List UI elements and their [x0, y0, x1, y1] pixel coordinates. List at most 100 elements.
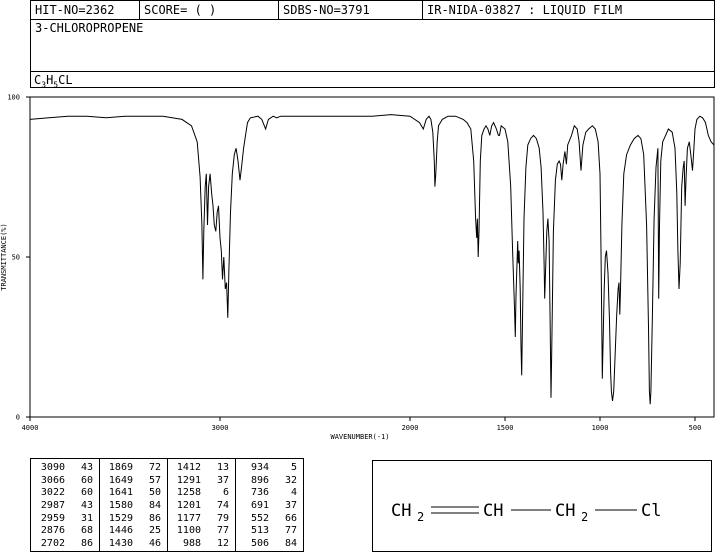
peak-transmittance: 86: [148, 512, 161, 524]
peak-table-row: 1869 72: [99, 462, 167, 475]
formula-cl: CL: [58, 73, 73, 87]
peak-table-row: 1446 25: [99, 525, 167, 538]
peak-transmittance: 31: [80, 512, 93, 524]
peak-wavenumber: 513: [250, 525, 269, 537]
peak-wavenumber: 1446: [108, 525, 133, 537]
peak-wavenumber: 2876: [40, 525, 65, 537]
peak-wavenumber: 2959: [40, 512, 65, 524]
peak-transmittance: 60: [80, 487, 93, 499]
peak-table-divider: [99, 459, 100, 551]
structure-ch2-right-sub: 2: [581, 510, 588, 524]
y-tick-label: 50: [12, 254, 20, 262]
x-tick-label: 3000: [212, 424, 229, 432]
peak-table: 3090 43 3066 60 3022 60 2987 43 2959 31 2876 68 2702…: [30, 458, 304, 552]
peak-table-row: 552 66: [235, 513, 303, 526]
peak-wavenumber: 934: [250, 462, 269, 473]
peak-table-row: 1580 84: [99, 500, 167, 513]
compound-name: 3-CHLOROPROPENE: [35, 21, 144, 35]
peak-table-row: 2987 43: [31, 500, 99, 513]
peak-wavenumber: 2987: [40, 500, 65, 512]
peak-table-row: 1100 77: [167, 525, 235, 538]
peak-table-row: 2702 86: [31, 538, 99, 551]
hit-number: HIT-NO=2362: [31, 1, 140, 19]
peak-wavenumber: 1412: [176, 462, 201, 473]
structure-ch2-left-sub: 2: [417, 510, 424, 524]
score: SCORE= ( ): [140, 1, 279, 19]
peak-wavenumber: 736: [250, 487, 269, 499]
peak-table-row: 513 77: [235, 525, 303, 538]
peak-transmittance: 50: [148, 487, 161, 499]
peak-wavenumber: 1580: [108, 500, 133, 512]
peak-table-row: 2959 31: [31, 513, 99, 526]
peak-table-row: 506 84: [235, 538, 303, 551]
peak-wavenumber: 896: [250, 474, 269, 486]
y-tick-label: 100: [7, 94, 20, 102]
x-axis-ticks: 4000 3000 2000 1500 1000 500: [22, 417, 702, 432]
peak-transmittance: 43: [80, 500, 93, 512]
peak-wavenumber: 1201: [176, 500, 201, 512]
peak-table-column: 3090 43 3066 60 3022 60 2987 43 2959 31 2876 68 2702…: [31, 462, 99, 551]
peak-table-row: 1177 79: [167, 513, 235, 526]
spectrum-series-line: [29, 114, 715, 405]
peak-transmittance: 25: [148, 525, 161, 537]
peak-transmittance: 6: [222, 487, 229, 499]
peak-transmittance: 37: [284, 500, 297, 512]
header-box: HIT-NO=2362 SCORE= ( ) SDBS-NO=3791 IR-N…: [30, 0, 715, 89]
peak-transmittance: 43: [80, 462, 93, 473]
formula-h-sub: 5: [53, 80, 59, 90]
peak-table-row: 1529 86: [99, 513, 167, 526]
peak-table-row: 3066 60: [31, 475, 99, 488]
peak-transmittance: 37: [216, 474, 229, 486]
peak-table-column: 1869 72 1649 57 1641 50 1580 84 1529 86 1446 25 1430…: [99, 462, 167, 551]
peak-transmittance: 5: [290, 462, 297, 473]
formula-row: C3H5CL: [31, 71, 714, 89]
x-axis-label: WAVENUMBER(-1): [330, 433, 389, 441]
structure-formula: CH 2 CH CH 2 Cl: [391, 501, 661, 524]
peak-table-row: 736 4: [235, 487, 303, 500]
peak-wavenumber: 1649: [108, 474, 133, 486]
peak-transmittance: 12: [216, 538, 229, 550]
x-tick-label: 2000: [402, 424, 419, 432]
peak-wavenumber: 1641: [108, 487, 133, 499]
peak-wavenumber: 1258: [176, 487, 201, 499]
peak-wavenumber: 3066: [40, 474, 65, 486]
y-axis-label: TRANSMITTANCE(%): [0, 223, 8, 290]
x-tick-label: 500: [689, 424, 702, 432]
peak-transmittance: 13: [216, 462, 229, 473]
peak-table-column: 1412 13 1291 37 1258 6 1201 74 1177 79 1100 77 988 12: [167, 462, 235, 551]
y-tick-label: 0: [16, 414, 20, 422]
peak-wavenumber: 1869: [108, 462, 133, 473]
peak-transmittance: 84: [284, 538, 297, 550]
peak-transmittance: 86: [80, 538, 93, 550]
peak-transmittance: 84: [148, 500, 161, 512]
peak-table-row: 691 37: [235, 500, 303, 513]
formula: C3H5CL: [34, 73, 73, 89]
header-row: HIT-NO=2362 SCORE= ( ) SDBS-NO=3791 IR-N…: [31, 1, 714, 20]
peak-table-row: 1641 50: [99, 487, 167, 500]
peak-table-row: 1649 57: [99, 475, 167, 488]
structure-cl: Cl: [641, 501, 661, 521]
peak-wavenumber: 1430: [108, 538, 133, 550]
peak-table-row: 896 32: [235, 475, 303, 488]
peak-transmittance: 60: [80, 474, 93, 486]
peak-table-row: 934 5: [235, 462, 303, 475]
peak-table-row: 1430 46: [99, 538, 167, 551]
plot-frame: [29, 96, 715, 418]
peak-table-row: 1412 13: [167, 462, 235, 475]
x-tick-label: 1000: [592, 424, 609, 432]
peak-wavenumber: 1291: [176, 474, 201, 486]
peak-table-column: 934 5 896 32 736 4 691 37 552 66 513 77 506 84: [235, 462, 303, 551]
peak-transmittance: 46: [148, 538, 161, 550]
peak-transmittance: 77: [216, 525, 229, 537]
peak-table-divider: [167, 459, 168, 551]
peak-wavenumber: 3022: [40, 487, 65, 499]
peak-wavenumber: 506: [250, 538, 269, 550]
peak-transmittance: 72: [148, 462, 161, 473]
formula-c-sub: 3: [41, 80, 47, 90]
peak-wavenumber: 1100: [176, 525, 201, 537]
peak-wavenumber: 988: [182, 538, 201, 550]
peak-wavenumber: 3090: [40, 462, 65, 473]
sdbs-number: SDBS-NO=3791: [279, 1, 423, 19]
formula-h: H: [46, 73, 54, 87]
y-axis-ticks: 0 50 100: [7, 94, 30, 422]
